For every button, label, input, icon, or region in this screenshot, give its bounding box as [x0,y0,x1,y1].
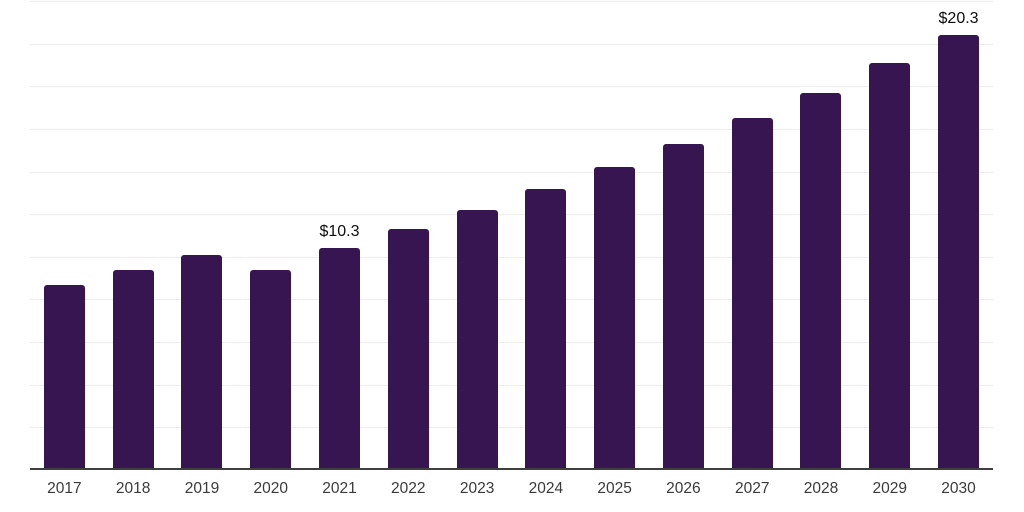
bar-2018 [112,269,154,468]
bar-group-2019 [168,1,237,468]
gridlines [30,1,993,468]
gridline [30,43,993,45]
bar-group-2017 [30,1,99,468]
gridline [30,1,993,2]
bar-2017 [43,284,85,468]
x-tick-label-2029: 2029 [872,480,907,497]
x-tick-label-2019: 2019 [184,480,220,497]
gridline [30,384,993,386]
x-tick-label-2030: 2030 [941,480,976,497]
bar-group-2025 [580,1,649,468]
bar-group-2020 [236,1,305,468]
bar-group-2021: $10.3 [305,1,374,468]
x-tick-label-2027: 2027 [734,480,770,497]
x-tick-label-2026: 2026 [666,480,701,497]
bar-group-2027 [718,1,787,468]
x-tick-label-2018: 2018 [115,480,151,497]
x-tick-label-2022: 2022 [391,480,426,497]
x-axis-labels: 2017 2018 2019 2020 2021 2022 2023 2024 2025 2026… [30,480,993,498]
bar-2019 [181,254,223,468]
x-tick-label-2020: 2020 [253,480,288,497]
x-tick-label-2028: 2028 [803,480,839,497]
bar-group-2029 [855,1,924,468]
bar-2023 [456,210,498,468]
bar-2020 [250,269,292,468]
bar-2021 [319,248,361,468]
bar-group-2024 [511,1,580,468]
bar-2029 [869,63,911,468]
gridline [30,299,993,301]
gridline [30,256,993,258]
bar-group-2030: $20.3 [924,1,993,468]
bar-group-2026 [649,1,718,468]
bar-2028 [800,92,842,468]
bars-container: $10.3 $20.3 [30,1,993,468]
bar-group-2018 [99,1,168,468]
gridline [30,427,993,429]
gridline [30,342,993,344]
x-tick-label-2017: 2017 [47,480,82,497]
x-tick-label-2024: 2024 [528,480,564,497]
gridline [30,86,993,88]
bar-2025 [594,167,636,468]
bar-data-label-2021: $10.3 [319,223,360,241]
gridline [30,214,993,216]
x-tick-label-2021: 2021 [322,480,357,497]
bar-2022 [387,229,429,468]
bar-group-2028 [787,1,856,468]
bar-group-2022 [374,1,443,468]
bar-2027 [731,118,773,468]
gridline [30,171,993,173]
bar-group-2023 [443,1,512,468]
bar-2024 [525,188,567,468]
plot-area: $10.3 $20.3 [30,1,993,470]
gridline [30,128,993,130]
bar-2030 [938,35,980,468]
x-tick-label-2025: 2025 [597,480,632,497]
bar-data-label-2030: $20.3 [938,10,979,28]
bar-2026 [662,144,704,468]
x-tick-label-2023: 2023 [459,480,495,497]
